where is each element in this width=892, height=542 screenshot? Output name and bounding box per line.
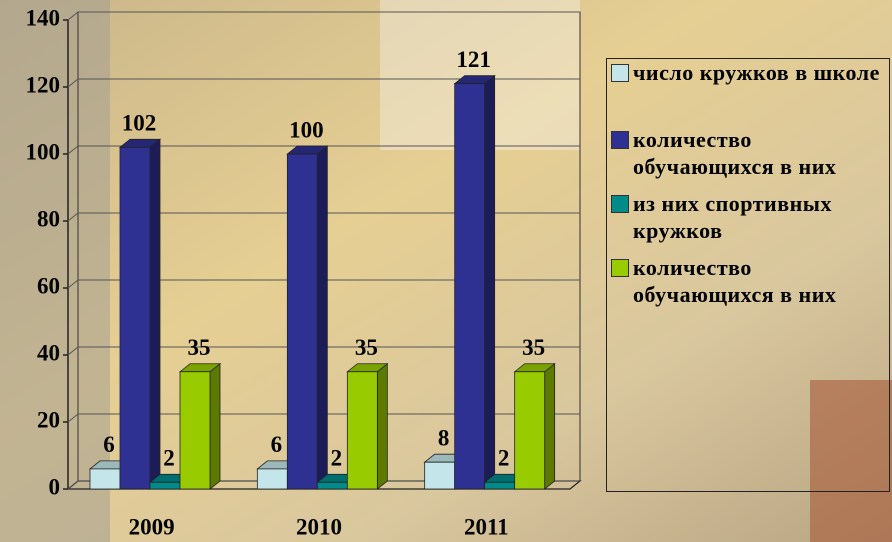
bar-front xyxy=(179,371,211,490)
bar-front xyxy=(346,371,378,490)
value-label: 8 xyxy=(438,425,450,450)
legend-swatch xyxy=(611,195,629,213)
bar xyxy=(118,138,162,490)
value-label: 6 xyxy=(271,432,283,457)
bar xyxy=(346,362,389,490)
value-label: 35 xyxy=(522,335,545,360)
bar xyxy=(513,362,556,490)
legend-item: количество обучающихся в них xyxy=(611,126,885,180)
bar-side xyxy=(149,138,161,490)
bar-side xyxy=(209,362,221,490)
bar-front xyxy=(316,481,348,490)
value-label: 6 xyxy=(103,432,115,457)
y-tick-label: 20 xyxy=(37,407,60,432)
legend-label: число кружков в школе xyxy=(633,60,880,85)
bar-front xyxy=(484,481,516,490)
photo-door xyxy=(810,380,892,542)
grid-line xyxy=(67,212,580,222)
y-tick-label: 80 xyxy=(37,206,60,231)
x-tick-label: 2010 xyxy=(296,514,342,539)
value-label: 102 xyxy=(122,111,157,136)
legend-item: количество обучающихся в них xyxy=(611,254,885,308)
bar xyxy=(178,362,222,490)
y-tick-label: 120 xyxy=(26,72,61,97)
legend-swatch xyxy=(611,131,629,149)
bar-front xyxy=(256,468,288,490)
y-tick-label: 40 xyxy=(37,340,60,365)
value-label: 121 xyxy=(456,47,491,72)
x-tick-label: 2011 xyxy=(464,514,509,539)
value-label: 100 xyxy=(289,117,324,142)
bar-front xyxy=(514,371,546,490)
bar xyxy=(286,145,329,490)
grid-line xyxy=(67,78,580,88)
bar-side xyxy=(544,362,556,490)
legend-item: из них спортивных кружков xyxy=(611,190,885,244)
legend-item: число кружков в школе xyxy=(611,59,885,86)
y-tick-label: 0 xyxy=(49,474,61,499)
legend-swatch xyxy=(611,259,629,277)
bar-front xyxy=(149,481,181,490)
bar-side xyxy=(316,145,328,490)
bar-front xyxy=(286,153,318,490)
grid-line xyxy=(67,279,580,289)
legend-label: количество обучающихся в них xyxy=(633,255,837,307)
legend: число кружков в школе количество обучающи… xyxy=(606,58,890,492)
plot: 0 20 40 60 80 100 120 140 2009 2010 2011 6 6 8 102 100 1… xyxy=(26,5,582,539)
y-tick-label: 100 xyxy=(26,139,61,164)
grid-line xyxy=(67,145,580,155)
value-label: 2 xyxy=(331,446,343,471)
x-tick-label: 2009 xyxy=(129,514,175,539)
bar-front xyxy=(424,461,456,490)
grid-line xyxy=(67,413,580,423)
bar-side xyxy=(484,74,496,490)
value-label: 2 xyxy=(498,446,510,471)
y-tick-label: 60 xyxy=(37,273,60,298)
value-label: 35 xyxy=(355,335,378,360)
grid-line xyxy=(67,346,580,356)
bar-front xyxy=(454,83,486,490)
legend-label: из них спортивных кружков xyxy=(633,191,832,243)
grid-line xyxy=(67,480,580,490)
grid-line xyxy=(67,11,580,21)
y-tick-label: 140 xyxy=(26,5,61,30)
legend-swatch xyxy=(611,64,629,82)
bar-front xyxy=(89,468,121,490)
photo-wall xyxy=(0,0,110,542)
legend-label: количество обучающихся в них xyxy=(633,127,837,179)
value-label: 2 xyxy=(163,446,175,471)
value-label: 35 xyxy=(188,335,211,360)
bar xyxy=(453,74,496,490)
bar-front xyxy=(119,146,151,490)
bar-side xyxy=(376,362,388,490)
